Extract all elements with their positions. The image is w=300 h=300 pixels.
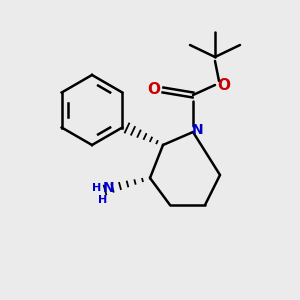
Text: H: H	[98, 195, 108, 205]
Text: O: O	[218, 77, 230, 92]
Text: O: O	[148, 82, 160, 97]
Text: H: H	[92, 183, 102, 193]
Text: N: N	[103, 181, 115, 195]
Text: N: N	[192, 123, 204, 137]
